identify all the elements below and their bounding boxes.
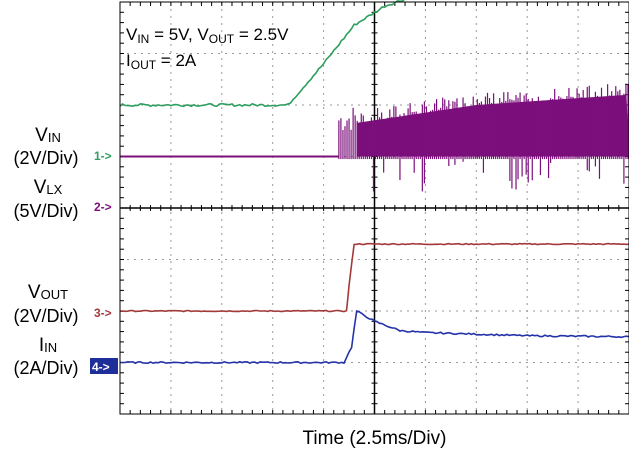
channel-2-name: VLX bbox=[34, 177, 63, 198]
channel-3-name: VOUT bbox=[28, 282, 68, 303]
trace-vin bbox=[119, 0, 405, 108]
x-axis-label: Time (2.5ms/Div) bbox=[302, 428, 447, 449]
channel-4-name: IIN bbox=[39, 335, 57, 356]
channel-2-scale: (5V/Div) bbox=[13, 201, 78, 221]
channel-3-scale: (2V/Div) bbox=[13, 306, 78, 326]
channel-4-marker-box bbox=[90, 358, 118, 374]
channel-1-marker: 1-> bbox=[94, 149, 112, 163]
plot-frame bbox=[119, 1, 629, 415]
annotation-line-1: VIN = 5V, VOUT = 2.5V bbox=[126, 25, 289, 46]
traces bbox=[119, 0, 629, 365]
channel-1-name: VIN bbox=[35, 125, 61, 146]
channel-4-scale: (2A/Div) bbox=[13, 358, 78, 378]
channel-1-scale: (2V/Div) bbox=[13, 148, 78, 168]
trace-vout bbox=[119, 242, 629, 313]
trace-iin bbox=[119, 309, 629, 365]
annotation-line-2: IOUT = 2A bbox=[126, 51, 197, 72]
channel-3-marker: 3-> bbox=[94, 306, 112, 320]
channel-4-marker: 4-> bbox=[92, 360, 110, 374]
channel-2-marker: 2-> bbox=[94, 200, 112, 214]
